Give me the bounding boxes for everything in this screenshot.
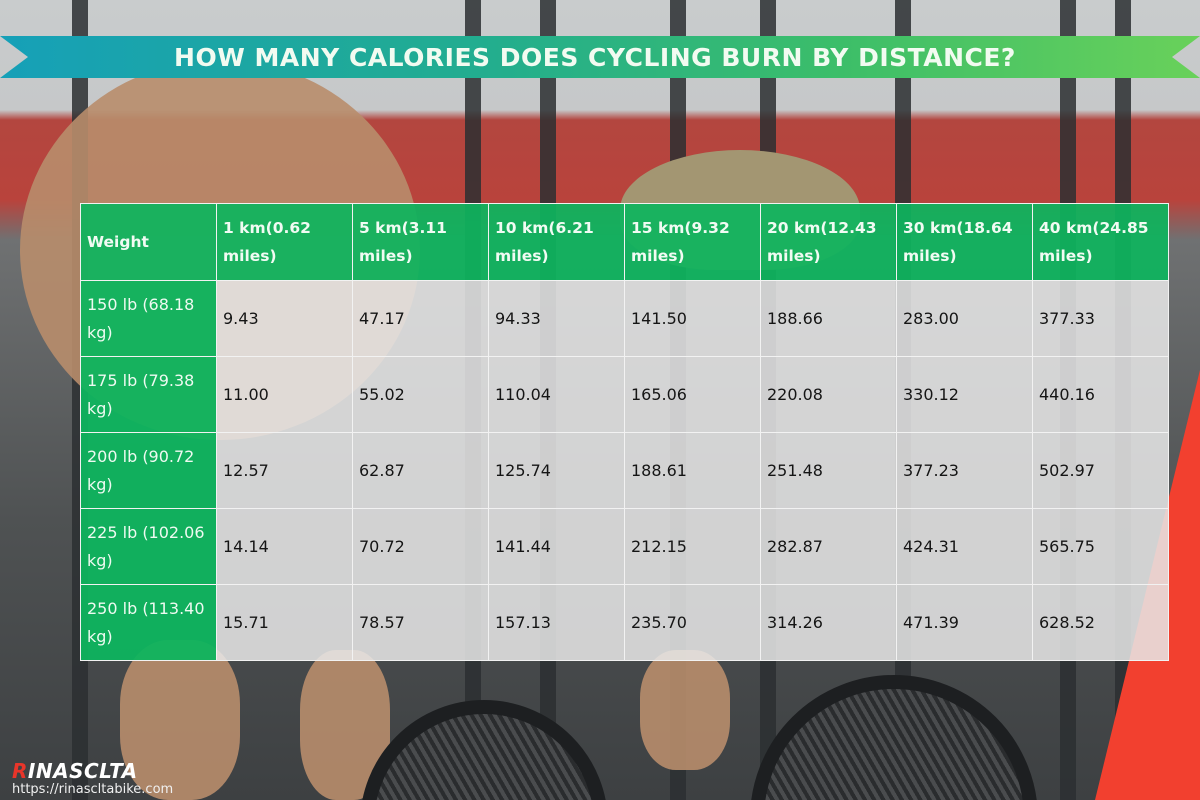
- value-cell: 62.87: [352, 432, 489, 509]
- header-15km: 15 km(9.32 miles): [624, 203, 761, 281]
- header-20km: 20 km(12.43 miles): [760, 203, 897, 281]
- table-row: 150 lb (68.18 kg) 9.43 47.17 94.33 141.5…: [80, 280, 1169, 357]
- table-header-row: Weight 1 km(0.62 miles) 5 km(3.11 miles)…: [80, 203, 1169, 281]
- value-cell: 188.61: [624, 432, 761, 509]
- header-5km: 5 km(3.11 miles): [352, 203, 489, 281]
- value-cell: 14.14: [216, 508, 353, 585]
- header-1km: 1 km(0.62 miles): [216, 203, 353, 281]
- value-cell: 377.33: [1032, 280, 1169, 357]
- value-cell: 212.15: [624, 508, 761, 585]
- table-row: 250 lb (113.40 kg) 15.71 78.57 157.13 23…: [80, 584, 1169, 661]
- table-row: 175 lb (79.38 kg) 11.00 55.02 110.04 165…: [80, 356, 1169, 433]
- value-cell: 15.71: [216, 584, 353, 661]
- value-cell: 141.44: [488, 508, 625, 585]
- value-cell: 220.08: [760, 356, 897, 433]
- header-30km: 30 km(18.64 miles): [896, 203, 1033, 281]
- value-cell: 78.57: [352, 584, 489, 661]
- value-cell: 282.87: [760, 508, 897, 585]
- value-cell: 125.74: [488, 432, 625, 509]
- weight-cell: 250 lb (113.40 kg): [80, 584, 217, 661]
- value-cell: 251.48: [760, 432, 897, 509]
- header-10km: 10 km(6.21 miles): [488, 203, 625, 281]
- table-row: 200 lb (90.72 kg) 12.57 62.87 125.74 188…: [80, 432, 1169, 509]
- weight-cell: 200 lb (90.72 kg): [80, 432, 217, 509]
- value-cell: 141.50: [624, 280, 761, 357]
- weight-cell: 150 lb (68.18 kg): [80, 280, 217, 357]
- value-cell: 283.00: [896, 280, 1033, 357]
- value-cell: 55.02: [352, 356, 489, 433]
- value-cell: 94.33: [488, 280, 625, 357]
- calories-by-distance-table: Weight 1 km(0.62 miles) 5 km(3.11 miles)…: [80, 203, 1169, 661]
- value-cell: 314.26: [760, 584, 897, 661]
- page-title: HOW MANY CALORIES DOES CYCLING BURN BY D…: [174, 42, 1016, 72]
- value-cell: 377.23: [896, 432, 1033, 509]
- value-cell: 565.75: [1032, 508, 1169, 585]
- value-cell: 235.70: [624, 584, 761, 661]
- value-cell: 110.04: [488, 356, 625, 433]
- calorie-table: Weight 1 km(0.62 miles) 5 km(3.11 miles)…: [80, 203, 1169, 661]
- value-cell: 9.43: [216, 280, 353, 357]
- title-banner: HOW MANY CALORIES DOES CYCLING BURN BY D…: [0, 36, 1200, 78]
- brand-initial: R: [12, 759, 28, 783]
- brand-name: RINASCLTA: [12, 760, 173, 782]
- value-cell: 47.17: [352, 280, 489, 357]
- value-cell: 165.06: [624, 356, 761, 433]
- value-cell: 440.16: [1032, 356, 1169, 433]
- value-cell: 157.13: [488, 584, 625, 661]
- header-weight: Weight: [80, 203, 217, 281]
- value-cell: 424.31: [896, 508, 1033, 585]
- value-cell: 11.00: [216, 356, 353, 433]
- brand-url: https://rinascltabike.com: [12, 782, 174, 797]
- brand-name-rest: INASCLTA: [27, 759, 138, 783]
- value-cell: 502.97: [1032, 432, 1169, 509]
- leg: [120, 640, 240, 800]
- leg: [640, 650, 730, 770]
- value-cell: 70.72: [352, 508, 489, 585]
- brand-logo: RINASCLTA https://rinascltabike.com: [12, 760, 173, 798]
- weight-cell: 175 lb (79.38 kg): [80, 356, 217, 433]
- value-cell: 471.39: [896, 584, 1033, 661]
- header-40km: 40 km(24.85 miles): [1032, 203, 1169, 281]
- value-cell: 330.12: [896, 356, 1033, 433]
- table-row: 225 lb (102.06 kg) 14.14 70.72 141.44 21…: [80, 508, 1169, 585]
- value-cell: 188.66: [760, 280, 897, 357]
- value-cell: 12.57: [216, 432, 353, 509]
- weight-cell: 225 lb (102.06 kg): [80, 508, 217, 585]
- value-cell: 628.52: [1032, 584, 1169, 661]
